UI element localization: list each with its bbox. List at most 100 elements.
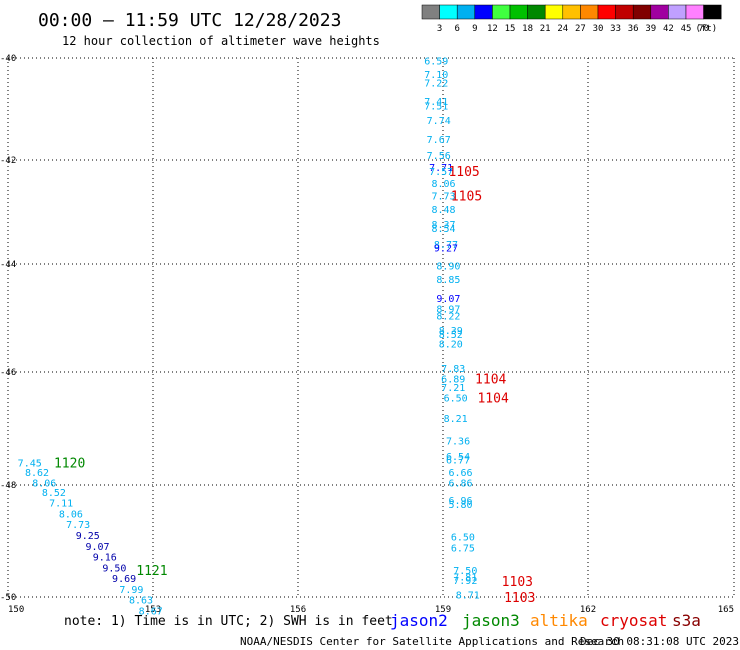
data-point-label: 7.57: [429, 167, 453, 178]
data-point-label: 7.71: [429, 163, 453, 174]
data-point-label: 6.86: [448, 479, 472, 490]
data-point-label: 8.63: [129, 596, 153, 607]
data-point-label: 6.75: [451, 543, 475, 554]
y-tick-label: -46: [0, 368, 16, 378]
colorbar-tick-label: 6: [454, 24, 459, 34]
data-point-label: 7.22: [424, 78, 448, 89]
data-point-label: 6.50: [444, 394, 468, 405]
data-point-label: 7.73: [66, 520, 90, 531]
data-point-label: 7.11: [49, 499, 73, 510]
colorbar-swatch: [650, 4, 669, 20]
colorbar-tick-label: 18: [522, 24, 533, 34]
data-point-label: 7.99: [119, 585, 143, 596]
colorbar-swatch: [439, 4, 458, 20]
data-point-label: 7.73: [432, 191, 456, 202]
y-tick-label: -48: [0, 481, 16, 491]
colorbar-tick-label: 9: [472, 24, 477, 34]
satellite-legend-item: jason2: [390, 611, 448, 630]
chart-title: 00:00 – 11:59 UTC 12/28/2023: [38, 10, 341, 31]
colorbar-tick-label: 15: [505, 24, 516, 34]
y-tick-label: -42: [0, 156, 16, 166]
data-point-label: 8.06: [59, 509, 83, 520]
data-point-label: 8.52: [439, 330, 463, 341]
data-point-label: 7.50: [453, 566, 477, 577]
data-point-label: 9.16: [93, 553, 117, 564]
data-point-label: 8.54: [432, 224, 456, 235]
data-point-label: 8.97: [436, 305, 460, 316]
colorbar-swatch: [544, 4, 564, 20]
data-point-label: 8.20: [439, 340, 463, 351]
y-tick-label: -40: [0, 54, 16, 64]
data-point-label: 9.50: [102, 563, 126, 574]
colorbar-tick-label: 24: [557, 24, 568, 34]
x-tick-label: 150: [8, 605, 24, 615]
colorbar-swatch: [615, 4, 634, 20]
data-point-label: 8.85: [436, 275, 460, 286]
satellite-legend-item: cryosat: [600, 611, 667, 630]
colorbar-swatch: [597, 4, 616, 20]
satellite-legend-item: jason3: [462, 611, 520, 630]
pass-time-label: 1104: [475, 373, 506, 388]
colorbar-swatch: [474, 4, 493, 20]
colorbar-tick-label: 12: [487, 24, 498, 34]
colorbar-swatch: [580, 4, 599, 20]
data-point-label: 9.07: [85, 542, 109, 553]
colorbar-tick-label: 3: [437, 24, 442, 34]
chart-subtitle: 12 hour collection of altimeter wave hei…: [62, 34, 380, 48]
data-points: 6.59 7.107.22 7.417.51 7.74 7.67 7.567.717.57…: [18, 57, 480, 618]
data-point-label: 7.41: [424, 97, 448, 108]
colorbar-tick-label: 27: [575, 24, 586, 34]
y-tick-label: -50: [0, 593, 16, 603]
data-point-label: 7.36: [446, 437, 470, 448]
data-point-label: 7.45: [18, 458, 42, 469]
data-point-label: 9.27: [434, 244, 458, 255]
satellite-legend: jason2 jason3 altika cryosat s3a: [390, 611, 701, 630]
colorbar-tick-label: 30: [593, 24, 604, 34]
data-point-label: 7.21: [441, 383, 465, 394]
colorbar-swatch: [632, 4, 652, 20]
satellite-legend-item: altika: [530, 611, 588, 630]
colorbar-swatch: [509, 4, 528, 20]
data-point-label: 7.67: [427, 135, 451, 146]
data-point-label: 7.92: [453, 576, 477, 587]
x-tick-label: 153: [145, 605, 161, 615]
data-point-label: 6.77: [446, 456, 470, 467]
colorbar-swatch: [562, 4, 581, 20]
data-point-label: 8.52: [42, 488, 66, 499]
data-point-label: 6.96: [448, 496, 472, 507]
data-point-label: 7.74: [427, 116, 451, 127]
pass-time-label: 1121: [136, 564, 167, 579]
colorbar-swatch: [492, 4, 511, 20]
colorbar-tick-label: 36: [628, 24, 639, 34]
colorbar-unit: (ft): [696, 24, 718, 34]
pass-time-label: 1104: [477, 392, 508, 407]
x-tick-label: 159: [435, 605, 451, 615]
data-point-label: 8.77: [434, 240, 458, 251]
pass-time-label: 1103: [504, 591, 535, 606]
colorbar-tick-label: 33: [610, 24, 621, 34]
y-tick-label: -44: [0, 260, 16, 270]
data-point-label: 8.06: [32, 479, 56, 490]
data-point-label: 6.50: [451, 533, 475, 544]
data-point-label: 7.51: [424, 101, 448, 112]
colorbar-swatch: [668, 4, 687, 20]
colorbar-tick-label: 21: [540, 24, 551, 34]
data-point-label: 6.66: [448, 468, 472, 479]
x-tick-label: 156: [290, 605, 306, 615]
pass-time-label: 1105: [451, 189, 482, 204]
colorbar-swatch: [456, 4, 476, 20]
colorbar-tick-label: 45: [681, 24, 692, 34]
data-point-label: 8.48: [432, 205, 456, 216]
pass-time-label: 1103: [502, 575, 533, 590]
plot-grid: [7, 57, 735, 598]
credit-right: Dec 30 08:31:08 UTC 2023: [580, 635, 739, 648]
colorbar-tick-label: 42: [663, 24, 674, 34]
footnote: note: 1) Time is in UTC; 2) SWH is in fe…: [64, 614, 393, 629]
pass-time-label: 1105: [448, 165, 479, 180]
data-point-label: 8.21: [444, 414, 468, 425]
data-point-label: 8.67: [139, 606, 163, 617]
data-point-label: 7.83: [441, 364, 465, 375]
data-point-label: 9.69: [112, 574, 136, 585]
